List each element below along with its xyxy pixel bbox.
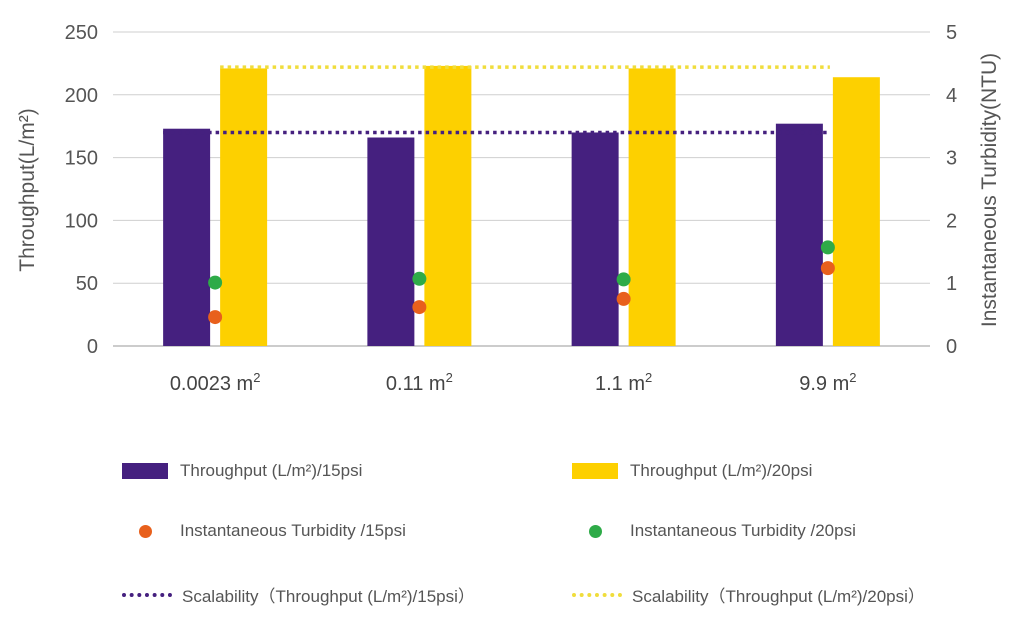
- bar: [832, 77, 880, 346]
- category-label: 1.1 m2: [595, 370, 652, 395]
- left-axis-title: Throughput(L/m²): [16, 108, 39, 271]
- left-tick-label: 250: [65, 22, 98, 44]
- turbidity-point: [616, 272, 631, 287]
- left-tick-label: 150: [65, 148, 98, 170]
- left-axis-ticks: 0 50 100 150 200 250: [65, 22, 98, 358]
- legend-label: Instantaneous Turbidity /20psi: [630, 521, 856, 540]
- legend-bar-swatch: [122, 463, 168, 479]
- legend-dot-swatch: [139, 524, 152, 538]
- category-label: 0.0023 m2: [170, 370, 261, 395]
- left-tick-label: 0: [87, 336, 98, 358]
- right-tick-label: 1: [946, 273, 957, 295]
- right-tick-label: 0: [946, 336, 957, 358]
- legend: Throughput (L/m²)/15psi Throughput (L/m²)…: [0, 440, 1019, 630]
- chart: 0 50 100 150 200 250 0 1 2 3 4 5 0.0023 m2 0.11 m2 1…: [16, 22, 1001, 395]
- bar: [628, 68, 676, 346]
- right-tick-label: 4: [946, 85, 957, 107]
- bar: [775, 123, 823, 346]
- bar: [367, 137, 415, 346]
- legend-label: Scalability（Throughput (L/m²)/20psi）: [632, 587, 925, 606]
- bar: [163, 128, 211, 346]
- legend-item: Instantaneous Turbidity /20psi: [572, 521, 856, 541]
- scalability-lines: [163, 65, 830, 135]
- turbidity-point: [820, 240, 835, 255]
- right-tick-label: 5: [946, 22, 957, 44]
- left-tick-label: 50: [76, 273, 98, 295]
- bar: [571, 132, 619, 346]
- legend-label: Throughput (L/m²)/20psi: [630, 461, 813, 480]
- bars: [163, 65, 880, 347]
- bar: [424, 65, 472, 347]
- legend-line-swatch: [572, 592, 622, 597]
- left-tick-label: 100: [65, 210, 98, 232]
- legend-dot-swatch: [589, 524, 602, 538]
- legend-label: Throughput (L/m²)/15psi: [180, 461, 363, 480]
- bar: [220, 68, 268, 346]
- turbidity-points: [208, 240, 835, 325]
- legend-bar-swatch: [572, 463, 618, 479]
- left-tick-label: 200: [65, 85, 98, 107]
- right-axis-ticks: 0 1 2 3 4 5: [946, 22, 957, 358]
- legend-item: Scalability（Throughput (L/m²)/15psi）: [122, 582, 475, 607]
- turbidity-point: [412, 300, 427, 315]
- legend-item: Scalability（Throughput (L/m²)/20psi）: [572, 582, 925, 607]
- legend-label: Scalability（Throughput (L/m²)/15psi）: [182, 587, 475, 606]
- legend-item: Throughput (L/m²)/20psi: [572, 461, 812, 481]
- right-tick-label: 2: [946, 210, 957, 232]
- turbidity-point: [616, 291, 631, 306]
- legend-item: Throughput (L/m²)/15psi: [122, 461, 362, 481]
- legend-line-swatch: [122, 592, 172, 597]
- turbidity-point: [208, 275, 223, 290]
- category-label: 9.9 m2: [799, 370, 856, 395]
- turbidity-point: [208, 310, 223, 325]
- right-axis-title: Instantaneous Turbidity(NTU): [978, 53, 1001, 327]
- legend-item: Instantaneous Turbidity /15psi: [122, 521, 406, 541]
- category-labels: 0.0023 m2 0.11 m2 1.1 m2 9.9 m2: [170, 370, 857, 395]
- legend-label: Instantaneous Turbidity /15psi: [180, 521, 406, 540]
- turbidity-point: [412, 271, 427, 286]
- right-tick-label: 3: [946, 148, 957, 170]
- category-label: 0.11 m2: [386, 370, 453, 395]
- turbidity-point: [820, 261, 835, 276]
